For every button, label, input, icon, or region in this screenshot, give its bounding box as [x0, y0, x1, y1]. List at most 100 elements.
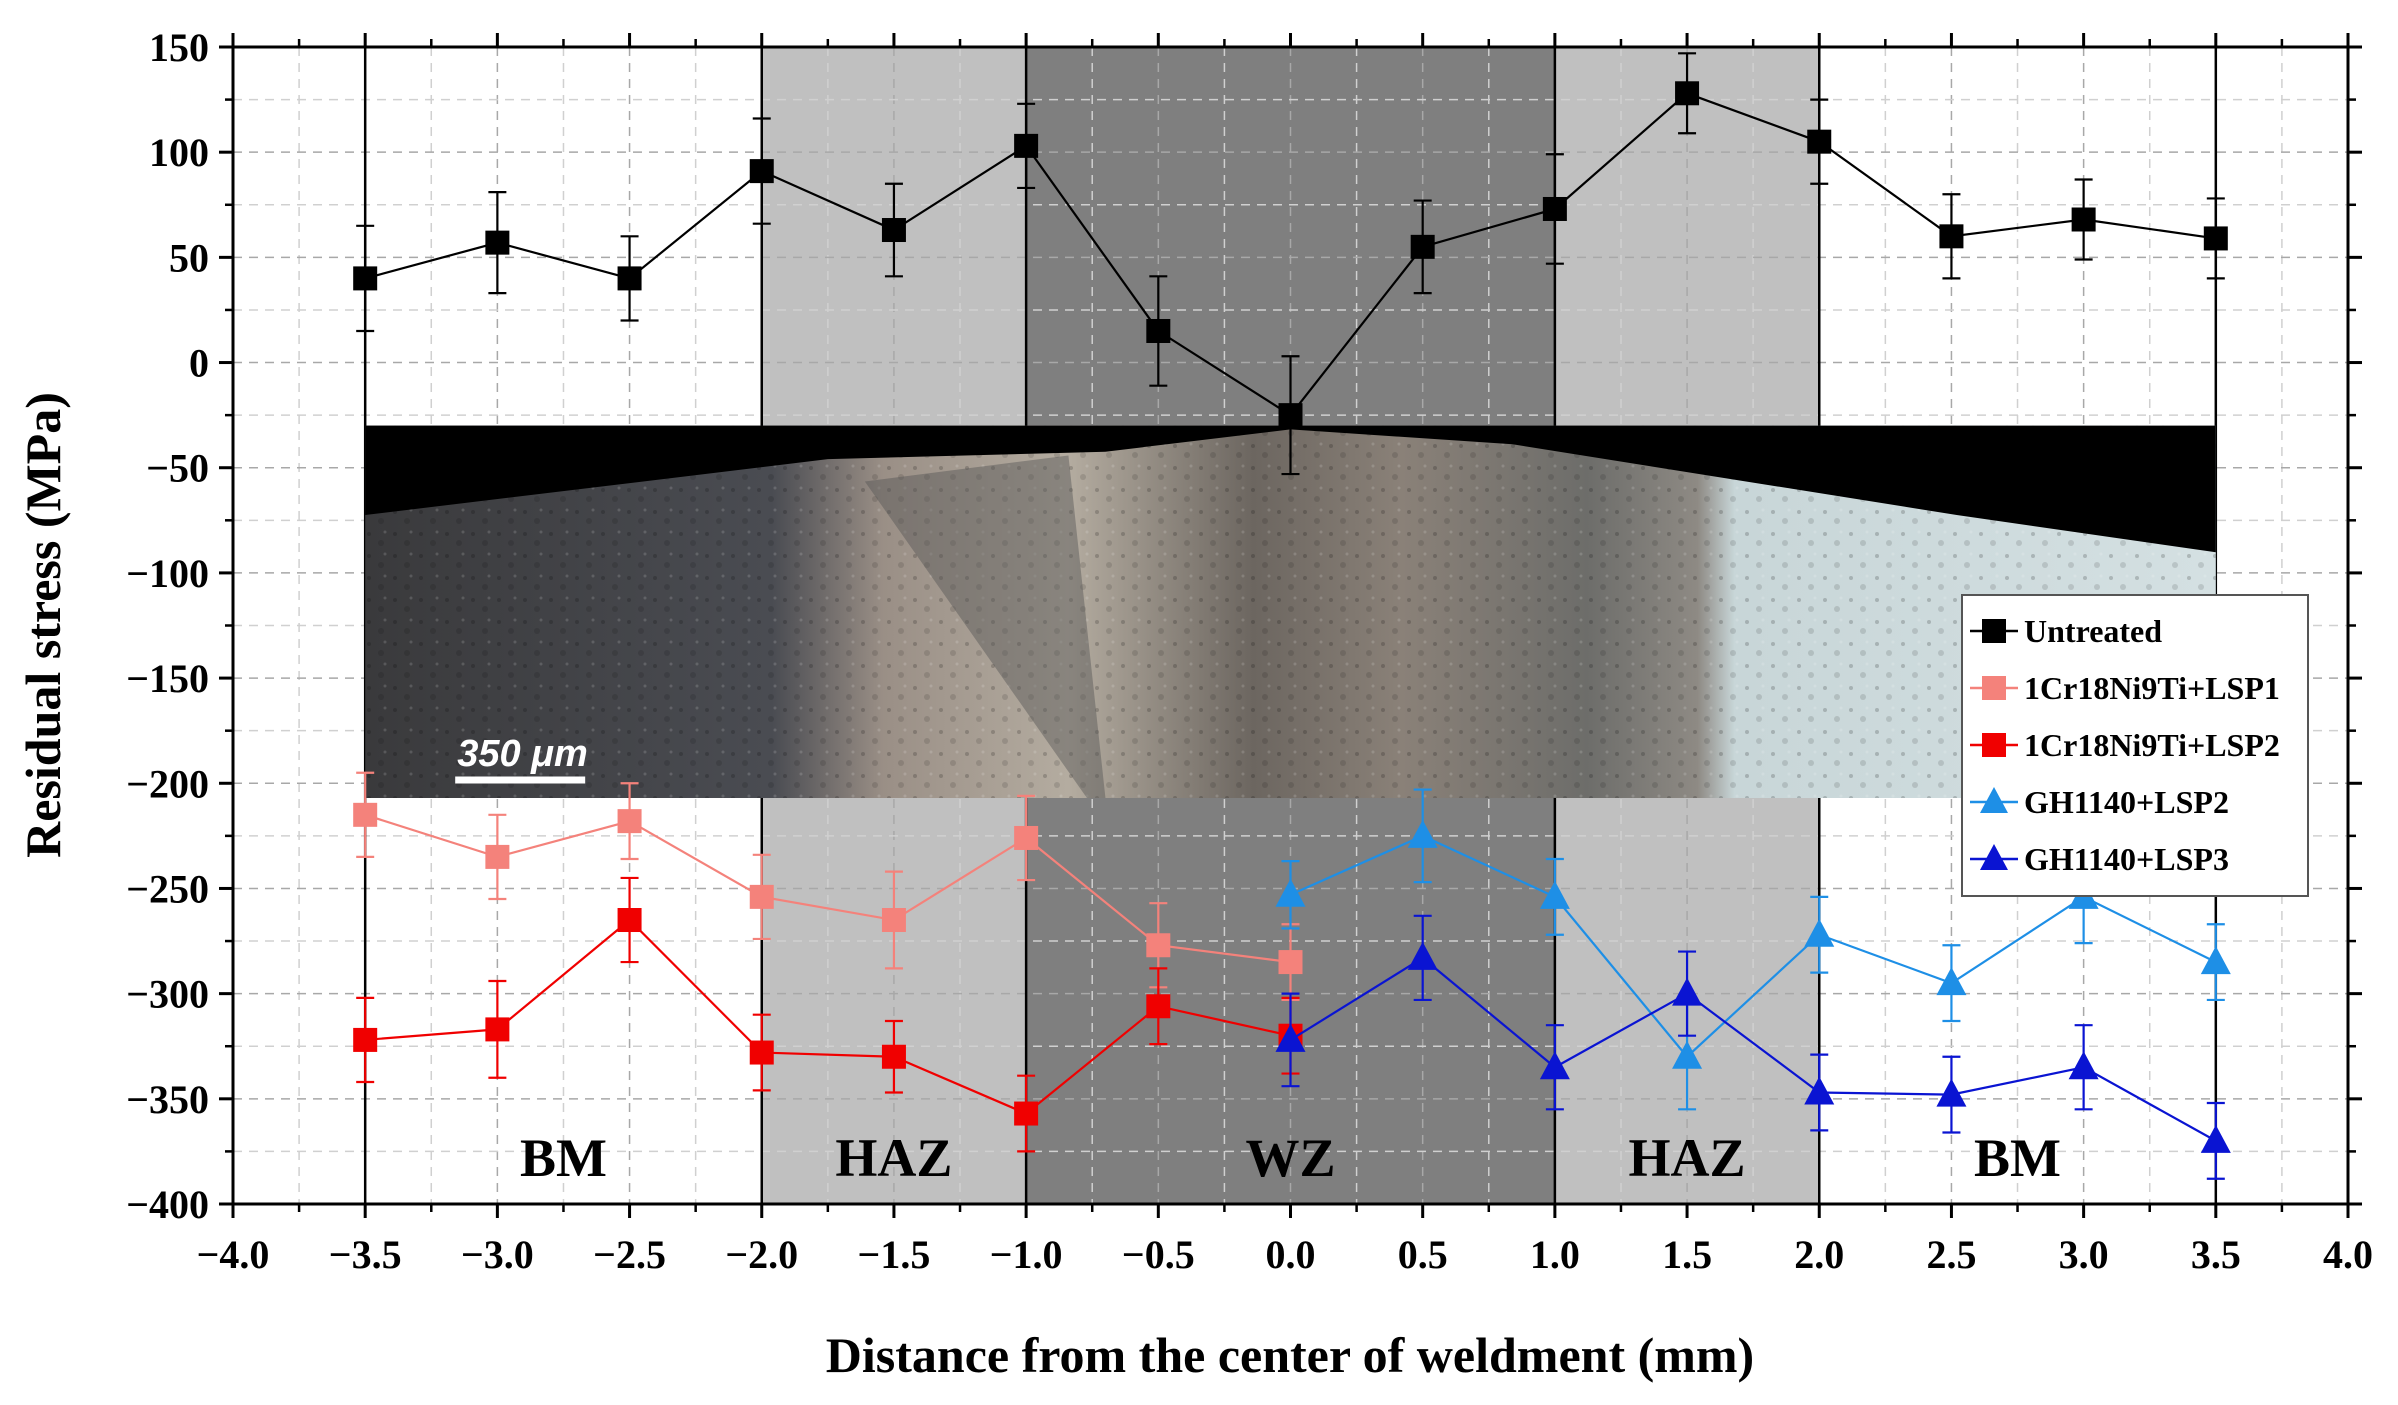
data-point — [1275, 1023, 1306, 1052]
weld-crown — [365, 425, 2216, 553]
y-tick-label: 150 — [149, 25, 209, 70]
data-point — [2200, 1124, 2231, 1153]
data-point — [1407, 941, 1438, 970]
data-point — [1807, 129, 1832, 154]
series-3 — [1275, 788, 2231, 1111]
x-tick-label: −2.0 — [725, 1232, 798, 1277]
data-point — [353, 1027, 378, 1052]
data-point — [1672, 1040, 1703, 1069]
data-point — [617, 809, 642, 834]
y-tick-label: 0 — [189, 341, 209, 386]
micrograph-inset: 350 μm — [365, 425, 2216, 798]
data-point — [1936, 1078, 1967, 1107]
y-tick-label: −50 — [146, 446, 209, 491]
y-tick-label: 50 — [169, 235, 209, 280]
legend-entry-0: Untreated — [1970, 613, 2162, 649]
data-point — [1407, 819, 1438, 848]
region-label-0: BM — [520, 1128, 607, 1188]
y-tick-label: −350 — [126, 1077, 209, 1122]
haz-wedge — [864, 455, 1106, 798]
data-point — [1936, 967, 1967, 996]
data-point — [2203, 226, 2228, 251]
legend-marker — [1980, 844, 2008, 870]
x-tick-label: 0.0 — [1266, 1232, 1316, 1277]
legend-entry-1: 1Cr18Ni9Ti+LSP1 — [1970, 670, 2280, 706]
region-labels: BM HAZ WZ HAZ BM — [520, 1128, 2061, 1188]
data-point — [2068, 1051, 2099, 1080]
region-label-2: WZ — [1245, 1128, 1335, 1188]
y-tick-label: −200 — [126, 761, 209, 806]
data-point — [617, 266, 642, 291]
data-point — [881, 908, 906, 933]
data-point — [1804, 918, 1835, 947]
region-label-4: BM — [1974, 1128, 2061, 1188]
data-point — [1014, 825, 1039, 850]
x-tick-label: 2.0 — [1794, 1232, 1844, 1277]
x-tick-label: 3.0 — [2059, 1232, 2109, 1277]
data-point — [617, 908, 642, 933]
data-point — [1539, 1051, 1570, 1080]
data-point — [1146, 318, 1171, 343]
data-point — [1146, 994, 1171, 1019]
y-axis-title: Residual stress (MPa) — [15, 392, 71, 858]
legend-label: Untreated — [2024, 613, 2162, 649]
data-point — [1278, 950, 1303, 975]
legend: Untreated 1Cr18Ni9Ti+LSP1 1Cr18Ni9Ti+LSP2 G… — [1961, 594, 2309, 897]
data-point — [1275, 878, 1306, 907]
legend-label: GH1140+LSP2 — [2024, 784, 2229, 820]
data-point — [749, 1040, 774, 1065]
series-0 — [353, 52, 2228, 476]
y-tick-label: 100 — [149, 130, 209, 175]
x-axis-title: Distance from the center of weldment (mm… — [826, 1327, 1754, 1383]
legend-marker — [1980, 787, 2008, 813]
data-point — [749, 159, 774, 184]
x-tick-label: −1.5 — [858, 1232, 931, 1277]
y-tick-label: −250 — [126, 866, 209, 911]
data-point — [485, 844, 510, 869]
legend-marker — [1982, 676, 2006, 700]
data-point — [485, 1017, 510, 1042]
legend-marker — [1982, 733, 2006, 757]
data-point — [1804, 1076, 1835, 1105]
x-tick-label: 2.5 — [1926, 1232, 1976, 1277]
x-tick-label: −4.0 — [197, 1232, 270, 1277]
x-tick-label: 1.0 — [1530, 1232, 1580, 1277]
x-tick-label: −2.5 — [593, 1232, 666, 1277]
data-point — [1542, 196, 1567, 221]
data-series — [353, 52, 2231, 1180]
data-point — [1939, 224, 1964, 249]
scale-bar-label: 350 μm — [457, 733, 588, 775]
y-tick-label: −100 — [126, 551, 209, 596]
data-point — [1278, 403, 1303, 428]
x-tick-label: −0.5 — [1122, 1232, 1195, 1277]
x-tick-label: −1.0 — [990, 1232, 1063, 1277]
data-point — [1672, 977, 1703, 1006]
legend-marker — [1982, 619, 2006, 643]
data-point — [1410, 234, 1435, 259]
data-point — [1014, 1101, 1039, 1126]
series-line — [1290, 834, 2217, 1059]
axes: −4.0 −3.5 −3.0 −2.5 −2.0 −1.5 −1.0 −0.5 0.0 0.5 1.… — [126, 25, 2373, 1277]
legend-entry-3: GH1140+LSP2 — [1970, 784, 2229, 820]
legend-entry-4: GH1140+LSP3 — [1970, 841, 2229, 877]
legend-box — [1961, 594, 2309, 897]
data-point — [2071, 207, 2096, 232]
region-label-3: HAZ — [1629, 1128, 1746, 1188]
data-point — [1014, 133, 1039, 158]
data-point — [2200, 946, 2231, 975]
x-tick-label: 0.5 — [1398, 1232, 1448, 1277]
series-line — [364, 813, 1291, 964]
legend-label: GH1140+LSP3 — [2024, 841, 2229, 877]
series-line — [1289, 956, 2217, 1142]
x-tick-label: 1.5 — [1662, 1232, 1712, 1277]
y-tick-label: −400 — [126, 1182, 209, 1227]
data-point — [1146, 933, 1171, 958]
data-point — [1675, 81, 1700, 106]
y-tick-label: −300 — [126, 972, 209, 1017]
data-point — [881, 1044, 906, 1069]
x-tick-label: 3.5 — [2191, 1232, 2241, 1277]
legend-label: 1Cr18Ni9Ti+LSP2 — [2024, 727, 2280, 763]
data-point — [353, 266, 378, 291]
y-tick-label: −150 — [126, 656, 209, 701]
